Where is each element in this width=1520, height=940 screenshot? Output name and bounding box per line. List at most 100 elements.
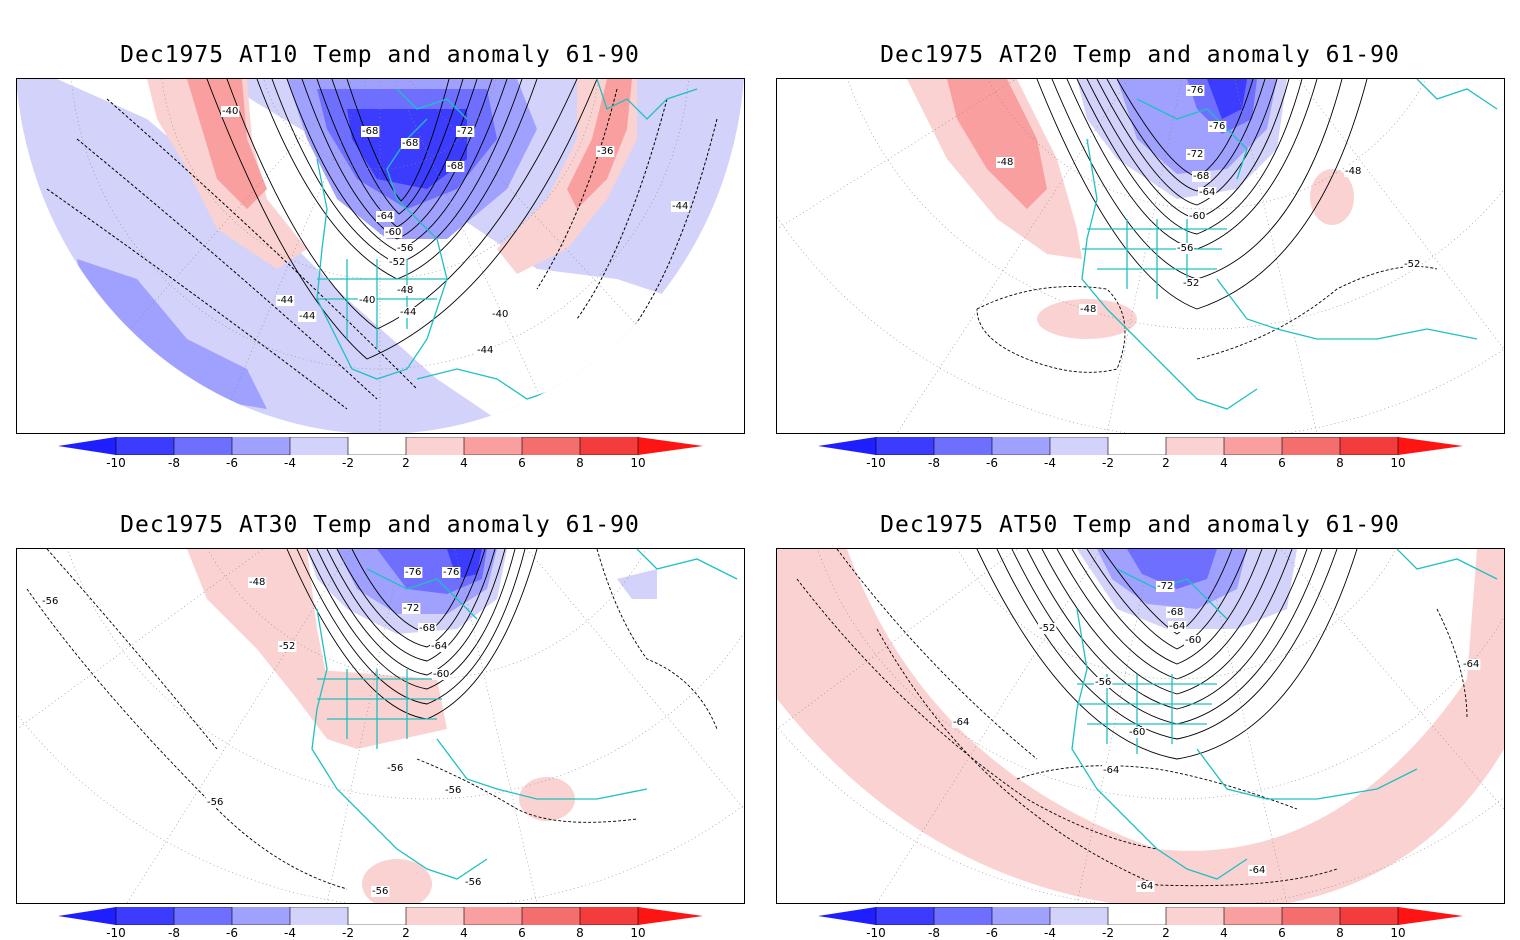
contour-label-bg (298, 311, 317, 322)
contour-label-bg (442, 567, 461, 578)
contour-label: -76 (443, 567, 459, 578)
colorbar-graphic (58, 907, 703, 925)
anomaly-positive-mid-west (187, 79, 267, 209)
anomaly-positive-ring (777, 549, 1504, 903)
contour-label: -52 (279, 641, 295, 652)
contour-label-bg (404, 567, 423, 578)
colorbar-tick: -4 (1044, 926, 1056, 940)
colorbar-tick: 10 (1390, 456, 1406, 470)
contour-label: -48 (1080, 304, 1096, 315)
contour-label-bg (41, 596, 60, 607)
contour-label-bg (206, 797, 225, 808)
contour-label: -64 (1169, 621, 1185, 632)
contour-label-bg (464, 877, 483, 888)
contour-label-bg (1462, 659, 1481, 670)
contour-label: -68 (447, 161, 463, 172)
contour-label: -44 (277, 295, 293, 306)
contour-label-bg (388, 257, 407, 268)
colorbar-tick: 6 (1278, 926, 1286, 940)
contour-label-bg (1102, 765, 1121, 776)
contour-label: -60 (1185, 635, 1201, 646)
colorbar-tick: 4 (1220, 456, 1228, 470)
contour-label-bg (1168, 621, 1187, 632)
contour-label: -48 (249, 577, 265, 588)
colorbar-tick: 2 (1162, 456, 1170, 470)
contour-label: -68 (419, 623, 435, 634)
colorbar-tick: 2 (1162, 926, 1170, 940)
contour-label: -64 (1103, 765, 1119, 776)
colorbar-tick: -8 (928, 926, 940, 940)
map-at20: -76 -76 -72 -68 -64 -60 -56 -52 -48 -48 … (777, 79, 1504, 433)
contour-label-bg (248, 577, 267, 588)
contour-label: -56 (465, 877, 481, 888)
panel-title: Dec1975 AT20 Temp and anomaly 61-90 (880, 42, 1400, 68)
contour-label: -72 (1157, 581, 1173, 592)
map-frame: -76 -76 -72 -68 -64 -60 -56 -52 -48 -48 … (776, 78, 1505, 434)
map-at30: -56 -48 -76 -76 -72 -68 -64 -60 -52 -56 … (17, 549, 744, 903)
contour-labels: -76 -76 -72 -68 -64 -60 -56 -52 -48 -48 … (996, 85, 1422, 315)
contour-label-bg (402, 603, 421, 614)
contour-label-bg (1248, 865, 1267, 876)
colorbar-tick: -10 (106, 456, 126, 470)
contour-label: -68 (402, 138, 418, 149)
contour-label-bg (1182, 278, 1201, 289)
contour-labels: -72 -68 -64 -60 -52 -56 -60 -64 -64 -64 … (952, 581, 1481, 892)
contour-label: -56 (397, 243, 413, 254)
contour-label: -48 (1345, 166, 1361, 177)
contour-label-bg (1188, 211, 1207, 222)
panel-at50: Dec1975 AT50 Temp and anomaly 61-90 (760, 470, 1520, 940)
coastlines (311, 549, 738, 880)
colorbar-tick: 8 (1336, 456, 1344, 470)
temperature-contours (46, 88, 718, 410)
temperature-contours (796, 549, 1468, 887)
anomaly-negative-mid (77, 259, 267, 409)
colorbar-tick: 6 (518, 456, 526, 470)
contour-label: -36 (597, 146, 613, 157)
contour-label-bg (1198, 187, 1217, 198)
contour-label: -44 (477, 345, 493, 356)
contour-label: -56 (1095, 677, 1111, 688)
colorbar-tick: 10 (630, 456, 646, 470)
contour-label-bg (432, 669, 451, 680)
coastlines (1081, 79, 1498, 410)
contour-label-bg (1186, 149, 1205, 160)
panel-at30: Dec1975 AT30 Temp and anomaly 61-90 (0, 470, 760, 940)
contour-label-bg (371, 886, 390, 897)
colorbar-tick: 8 (576, 456, 584, 470)
contour-label: -64 (953, 717, 969, 728)
contour-label: -44 (672, 201, 688, 212)
colorbar-tick: 2 (402, 926, 410, 940)
colorbar-tick: -8 (168, 456, 180, 470)
colorbar-tick: -8 (168, 926, 180, 940)
colorbar-tick: -10 (866, 926, 886, 940)
contour-label: -40 (492, 309, 508, 320)
colorbar-tick: 10 (630, 926, 646, 940)
contour-label-bg (1079, 304, 1098, 315)
contour-label: -64 (377, 211, 393, 222)
colorbar-tick: 6 (1278, 456, 1286, 470)
colorbar-tick: 10 (1390, 926, 1406, 940)
contour-label: -64 (431, 641, 447, 652)
contour-label: -40 (222, 106, 238, 117)
contour-label-bg (396, 285, 415, 296)
contour-label: -40 (359, 295, 375, 306)
anomaly-positive-mid-east (567, 79, 632, 209)
map-frame: -72 -68 -64 -60 -52 -56 -60 -64 -64 -64 … (776, 548, 1505, 904)
contour-label-bg (430, 641, 449, 652)
contour-label: -56 (207, 797, 223, 808)
map-at50: -72 -68 -64 -60 -52 -56 -60 -64 -64 -64 … (777, 549, 1504, 903)
colorbar-graphic (818, 437, 1463, 455)
colorbar-tick: -4 (284, 926, 296, 940)
contour-label-bg (358, 295, 377, 306)
colorbar-tick: -10 (866, 456, 886, 470)
colorbar-tick: -6 (226, 926, 238, 940)
contour-label: -60 (433, 669, 449, 680)
colorbar-tick: 8 (1336, 926, 1344, 940)
contour-label-bg (456, 126, 475, 137)
contour-label: -68 (362, 126, 378, 137)
colorbar-tick: -6 (986, 456, 998, 470)
contour-label: -64 (1199, 187, 1215, 198)
contour-label-bg (1136, 881, 1155, 892)
contour-label: -48 (397, 285, 413, 296)
map-at10: -40 -68 -72 -68 -68 -36 -64 -60 -56 -52 … (17, 79, 744, 433)
